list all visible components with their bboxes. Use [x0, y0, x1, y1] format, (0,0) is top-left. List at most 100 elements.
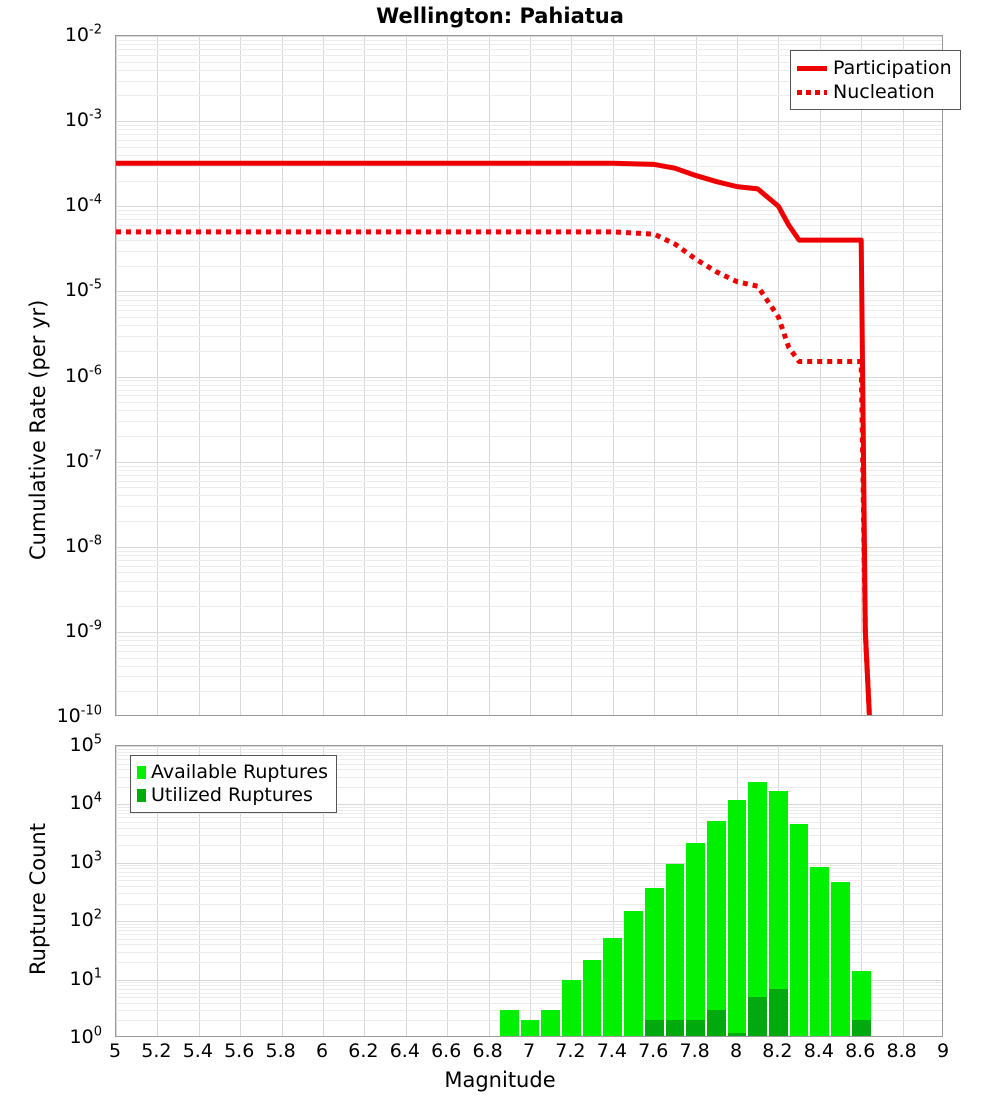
gridline-vertical [157, 746, 159, 1036]
y-axis-tick-label: 10-9 [64, 618, 102, 642]
bar-available-ruptures [748, 782, 768, 1036]
x-axis-tick-label: 5.2 [141, 1040, 172, 1062]
gridline-horizontal-minor [116, 129, 942, 131]
gridline-horizontal-minor [116, 763, 942, 765]
legend-item-ruptures[interactable]: Utilized Ruptures [137, 784, 328, 807]
gridline-horizontal-minor [116, 495, 942, 497]
gridline-horizontal-minor [116, 304, 942, 306]
y-axis-tick-label: 10-10 [56, 703, 102, 727]
gridline-horizontal-minor [116, 938, 942, 940]
gridline-horizontal-minor [116, 923, 942, 925]
gridline-horizontal-minor [116, 934, 942, 936]
gridline-horizontal-minor [116, 845, 942, 847]
gridline-horizontal-minor [116, 265, 942, 267]
gridline-horizontal-minor [116, 755, 942, 757]
gridline-horizontal-minor [116, 550, 942, 552]
x-axis-tick-label: 7.6 [638, 1040, 669, 1062]
gridline-horizontal-minor [116, 886, 942, 888]
gridline-horizontal-minor [116, 810, 942, 812]
gridline-horizontal-minor [116, 210, 942, 212]
x-axis-tick-label: 8 [729, 1040, 743, 1062]
gridline-horizontal-minor [116, 962, 942, 964]
gridline-horizontal-minor [116, 421, 942, 422]
y-axis-tick-label: 10-5 [64, 278, 102, 302]
gridline-vertical [116, 746, 117, 1036]
gridline-horizontal-major [116, 291, 942, 293]
gridline-horizontal-minor [116, 769, 942, 771]
gridline-horizontal-minor [116, 125, 942, 127]
gridline-horizontal-minor [116, 350, 942, 352]
gridline-horizontal-minor [116, 926, 942, 928]
bar-available-ruptures [686, 842, 705, 1036]
legend-label: Utilized Ruptures [151, 784, 313, 806]
legend-item-solid[interactable]: Participation [797, 56, 952, 80]
gridline-vertical [323, 36, 324, 715]
gridline-horizontal-minor [116, 875, 942, 877]
solid-line-icon [797, 65, 827, 71]
rate-curves-svg [116, 160, 872, 715]
gridline-horizontal-major [116, 376, 942, 378]
gridline-vertical [281, 746, 283, 1036]
gridline-horizontal-minor [116, 480, 942, 482]
gridline-horizontal-minor [116, 299, 942, 301]
gridline-horizontal-minor [116, 992, 942, 994]
gridline-horizontal-minor [116, 951, 942, 953]
gridline-horizontal-minor [116, 1010, 942, 1012]
cumulative-rate-plot [115, 35, 943, 716]
gridline-horizontal-minor [116, 240, 942, 242]
gridline-horizontal-minor [116, 657, 942, 659]
gridline-vertical [157, 36, 159, 715]
gridline-horizontal-minor [116, 469, 942, 471]
gridline-horizontal-minor [116, 645, 942, 647]
gridline-horizontal-minor [116, 982, 942, 984]
gridline-horizontal-minor [116, 69, 942, 71]
gridline-horizontal-minor [116, 997, 942, 999]
gridline-vertical [819, 36, 821, 715]
gridline-vertical [612, 746, 614, 1036]
gridline-vertical [281, 36, 283, 715]
gridline-horizontal-minor [116, 930, 942, 932]
gridline-horizontal-minor [116, 474, 942, 476]
gridline-horizontal-minor [116, 572, 942, 574]
gridline-horizontal-minor [116, 80, 942, 82]
x-axis-tick-label: 6.4 [389, 1040, 420, 1062]
gridline-horizontal-minor [116, 903, 942, 905]
gridline-horizontal-minor [116, 988, 942, 990]
x-axis-tick-label: 7 [522, 1040, 536, 1062]
x-axis-title: Magnitude [444, 1068, 556, 1092]
gridline-horizontal-major [116, 979, 942, 981]
gridline-vertical [116, 36, 117, 715]
x-axis-tick-label: 6.6 [431, 1040, 462, 1062]
gridline-horizontal-minor [116, 95, 942, 97]
bar-available-ruptures [520, 1020, 540, 1036]
bar-available-ruptures [706, 821, 726, 1036]
gridline-horizontal-minor [116, 154, 942, 156]
gridline-horizontal-minor [116, 389, 942, 391]
bar-available-ruptures [810, 866, 830, 1036]
color-swatch-icon [137, 766, 146, 779]
gridline-horizontal-minor [116, 944, 942, 946]
gridline-horizontal-major [116, 36, 942, 37]
legend-item-ruptures[interactable]: Available Ruptures [137, 761, 328, 784]
gridline-horizontal-major [116, 546, 942, 548]
gridline-horizontal-minor [116, 985, 942, 987]
gridline-horizontal-minor [116, 813, 942, 815]
gridline-horizontal-minor [116, 325, 942, 327]
gridline-horizontal-minor [116, 817, 942, 819]
gridline-horizontal-minor [116, 402, 942, 404]
gridline-horizontal-minor [116, 893, 942, 895]
gridline-vertical [488, 36, 490, 715]
gridline-horizontal-minor [116, 751, 942, 753]
gridline-horizontal-minor [116, 606, 942, 608]
gridline-horizontal-minor [116, 465, 942, 467]
gridline-vertical [654, 36, 656, 715]
gridline-horizontal-minor [116, 310, 942, 312]
x-axis-tick-label: 5.8 [265, 1040, 296, 1062]
gridline-horizontal-minor [116, 665, 942, 667]
legend-item-dotted[interactable]: Nucleation [797, 80, 952, 104]
y-axis-tick-label: 100 [69, 1024, 102, 1048]
gridline-vertical [571, 746, 573, 1036]
gridline-horizontal-minor [116, 295, 942, 297]
legend-label: Available Ruptures [151, 761, 328, 783]
gridline-vertical [778, 36, 780, 715]
